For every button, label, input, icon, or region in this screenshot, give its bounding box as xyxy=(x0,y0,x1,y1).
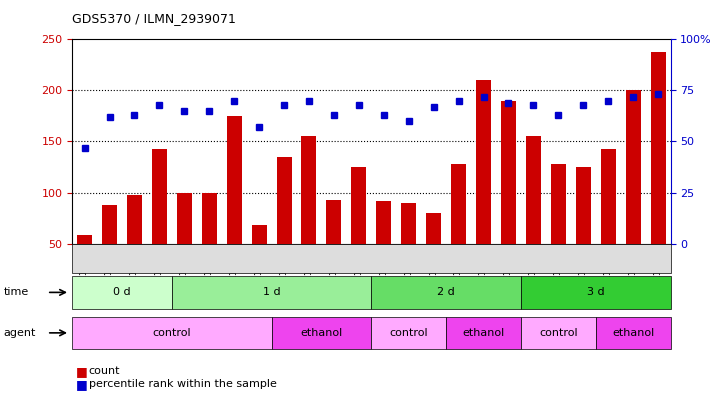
Bar xyxy=(152,149,167,244)
Text: time: time xyxy=(4,287,29,298)
Bar xyxy=(402,203,416,244)
Text: control: control xyxy=(539,328,578,338)
Text: ethanol: ethanol xyxy=(612,328,654,338)
Text: control: control xyxy=(389,328,428,338)
Text: 1 d: 1 d xyxy=(262,287,280,298)
Bar xyxy=(476,80,491,244)
Text: GDS5370 / ILMN_2939071: GDS5370 / ILMN_2939071 xyxy=(72,12,236,25)
Bar xyxy=(426,213,441,244)
Bar xyxy=(252,225,267,244)
Bar xyxy=(376,201,392,244)
Bar xyxy=(177,193,192,244)
Text: control: control xyxy=(153,328,191,338)
Bar xyxy=(351,167,366,244)
Text: count: count xyxy=(89,366,120,376)
Text: 0 d: 0 d xyxy=(113,287,131,298)
Text: ethanol: ethanol xyxy=(301,328,342,338)
Bar xyxy=(551,164,566,244)
Text: agent: agent xyxy=(4,328,36,338)
Bar xyxy=(226,116,242,244)
Text: 2 d: 2 d xyxy=(437,287,455,298)
Bar xyxy=(301,136,317,244)
Bar xyxy=(327,200,342,244)
Bar xyxy=(501,101,516,244)
Bar xyxy=(626,90,641,244)
Bar xyxy=(650,51,665,244)
Text: percentile rank within the sample: percentile rank within the sample xyxy=(89,379,277,389)
Text: ethanol: ethanol xyxy=(462,328,505,338)
Bar xyxy=(526,136,541,244)
Bar xyxy=(277,157,291,244)
Bar xyxy=(202,193,217,244)
Text: ■: ■ xyxy=(76,365,87,378)
Bar xyxy=(451,164,466,244)
Bar xyxy=(102,205,117,244)
Text: ■: ■ xyxy=(76,378,87,391)
Text: 3 d: 3 d xyxy=(587,287,604,298)
Bar xyxy=(127,195,142,244)
Bar xyxy=(77,235,92,244)
Bar xyxy=(576,167,590,244)
Bar xyxy=(601,149,616,244)
